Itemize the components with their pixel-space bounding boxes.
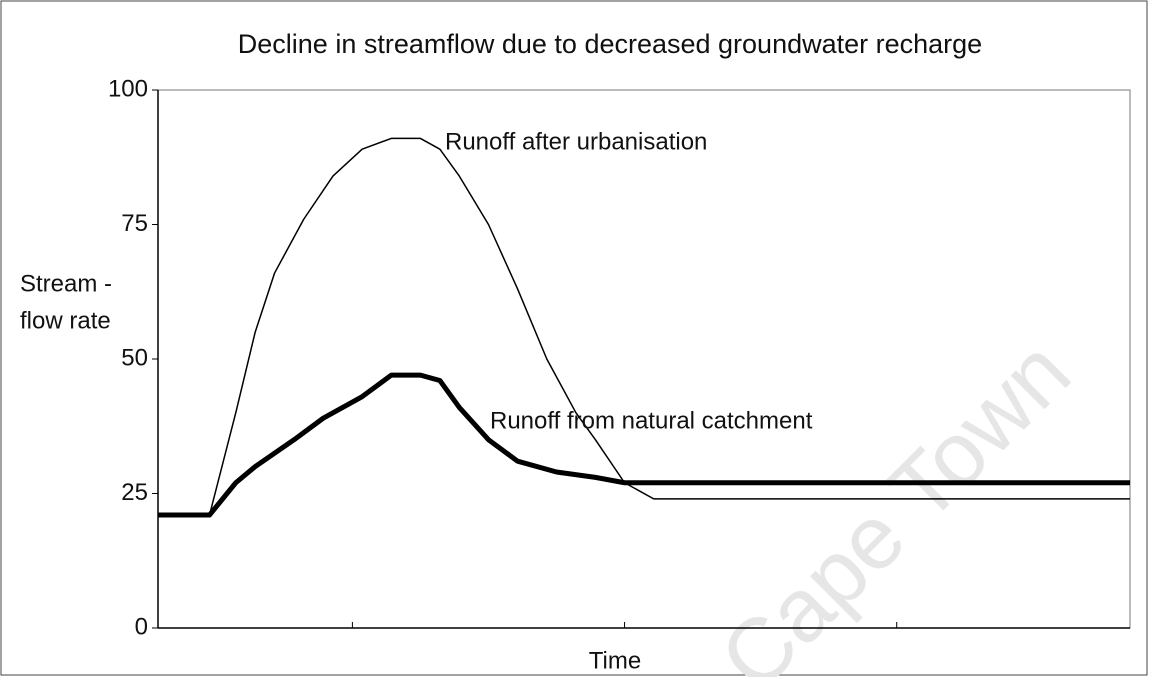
y-tick-label: 75	[121, 210, 148, 237]
y-tick-label: 0	[135, 613, 148, 640]
chart-title: Decline in streamflow due to decreased g…	[238, 29, 982, 59]
x-axis-label: Time	[589, 647, 641, 674]
y-axis-label: flow rate	[20, 307, 111, 334]
series-line	[158, 137, 1130, 516]
series-label: Runoff from natural catchment	[490, 407, 813, 434]
series-line	[158, 372, 1130, 518]
y-tick-label: 50	[121, 344, 148, 371]
y-tick-label: 25	[121, 479, 148, 506]
series-label: Runoff after urbanisation	[445, 128, 707, 155]
y-axis-label: Stream -	[20, 270, 112, 297]
y-tick-label: 100	[108, 75, 148, 102]
